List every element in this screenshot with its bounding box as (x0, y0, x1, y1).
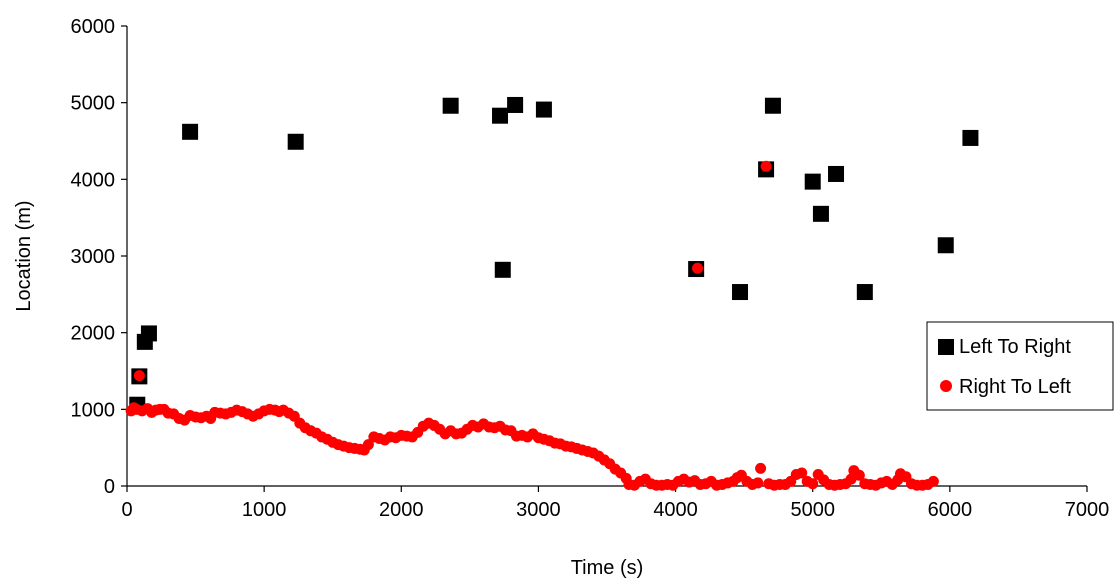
right-to-left-point (807, 478, 819, 490)
y-tick-label: 6000 (71, 16, 116, 38)
left-to-right-point (442, 97, 459, 114)
left-to-right-point (937, 237, 954, 254)
x-tick-label: 2000 (379, 499, 424, 521)
y-tick-label: 1000 (71, 399, 116, 421)
x-tick-label: 7000 (1065, 499, 1110, 521)
legend-box (926, 321, 1114, 411)
x-tick-label: 3000 (516, 499, 561, 521)
left-to-right-point (856, 284, 873, 301)
y-tick-label: 2000 (71, 323, 116, 345)
y-tick-label: 4000 (71, 169, 116, 191)
series-left-to-right (129, 96, 979, 413)
left-to-right-point (535, 101, 552, 118)
y-tick-label: 0 (104, 476, 115, 498)
left-to-right-point (812, 205, 829, 222)
left-to-right-point (764, 97, 781, 114)
right-to-left-point (760, 160, 772, 172)
x-axis-ticks: 0 1000 2000 3000 4000 5000 6000 7000 (121, 486, 1109, 521)
left-to-right-point (182, 123, 199, 140)
left-to-right-point (494, 261, 511, 278)
series-right-to-left (125, 160, 939, 491)
right-to-left-point (755, 462, 767, 474)
x-tick-label: 4000 (653, 499, 698, 521)
right-to-left-point (796, 467, 808, 479)
left-to-right-point (492, 107, 509, 124)
left-to-right-point (962, 129, 979, 146)
x-tick-label: 1000 (242, 499, 287, 521)
right-to-left-point (752, 477, 764, 489)
left-to-right-point (507, 96, 524, 113)
x-tick-label: 0 (121, 499, 132, 521)
legend: Left To Right Right To Left (926, 321, 1114, 411)
right-to-left-point (845, 473, 857, 485)
legend-label-right-to-left: Right To Left (959, 376, 1071, 398)
right-to-left-point (133, 370, 145, 382)
x-tick-label: 6000 (928, 499, 973, 521)
x-tick-label: 5000 (790, 499, 835, 521)
legend-label-left-to-right: Left To Right (959, 336, 1071, 358)
y-axis-title: Location (m) (13, 200, 35, 311)
left-to-right-point (828, 165, 845, 182)
legend-marker-right-to-left (940, 380, 952, 392)
right-to-left-point (362, 439, 374, 451)
y-axis-ticks: 0 1000 2000 3000 4000 5000 6000 (71, 16, 127, 498)
left-to-right-point (732, 284, 749, 301)
y-tick-label: 3000 (71, 246, 116, 268)
x-axis-title: Time (s) (571, 557, 644, 579)
y-tick-label: 5000 (71, 93, 116, 115)
right-to-left-point (927, 475, 939, 487)
left-to-right-point (140, 325, 157, 342)
right-to-left-point (692, 262, 704, 274)
right-to-left-point (853, 469, 865, 481)
legend-marker-left-to-right (938, 339, 954, 355)
plot-area: 0 1000 2000 3000 4000 5000 6000 0 1000 2000 3000 4… (71, 16, 1110, 521)
left-to-right-point (287, 133, 304, 150)
left-to-right-point (804, 173, 821, 190)
